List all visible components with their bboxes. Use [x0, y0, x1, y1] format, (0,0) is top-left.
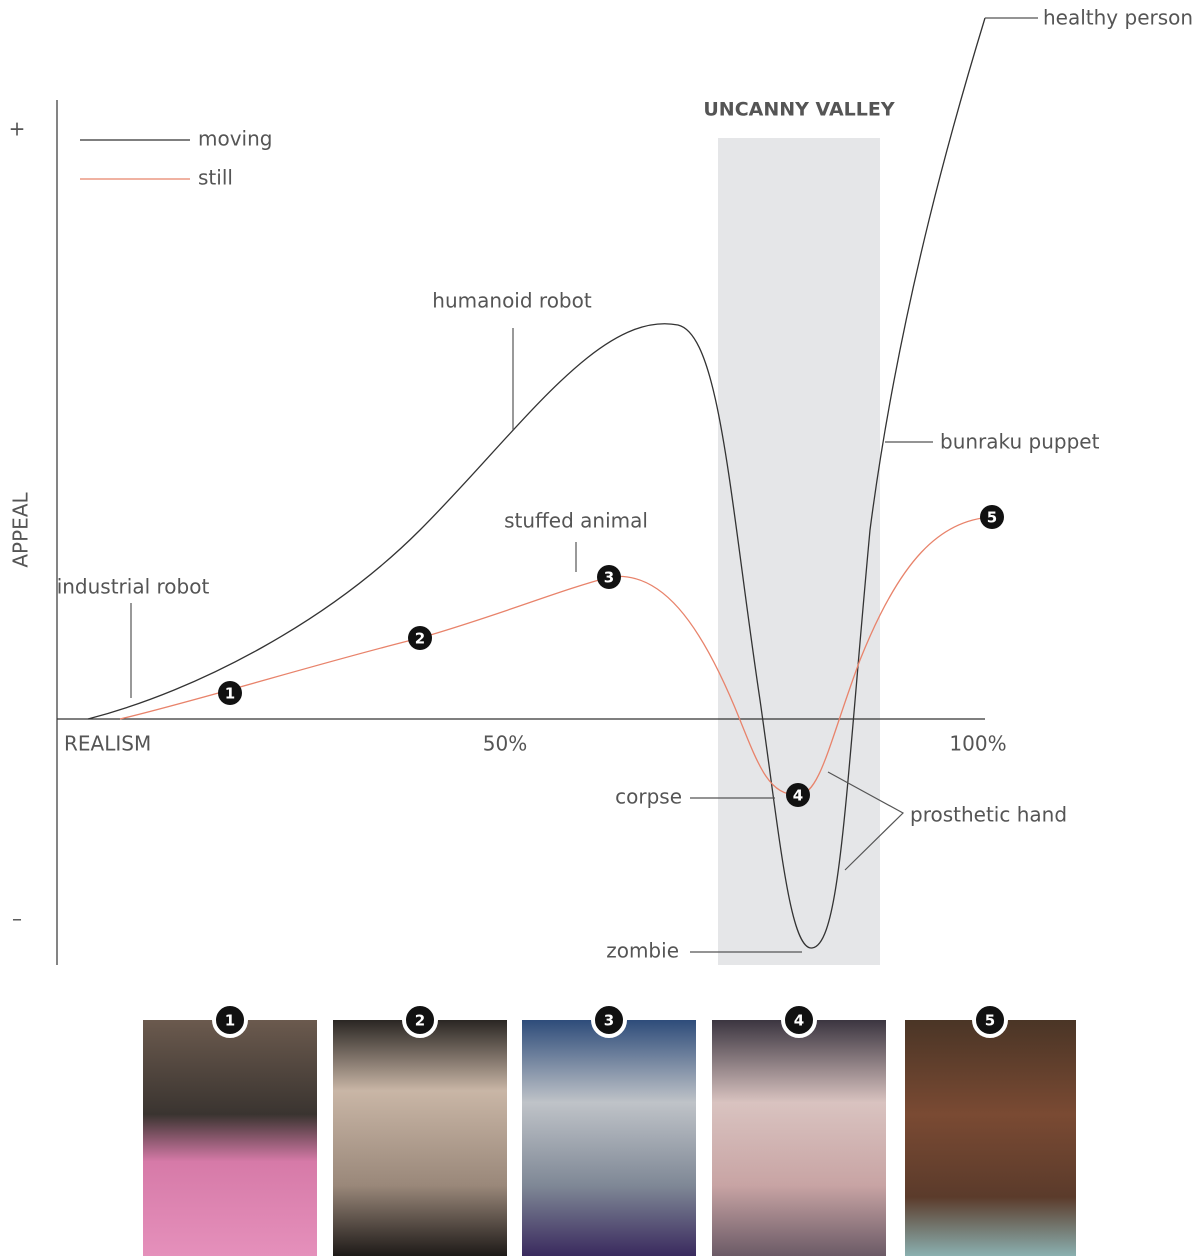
- region-label: UNCANNY VALLEY: [703, 99, 894, 121]
- photo: [333, 1020, 507, 1256]
- annotation: corpse: [615, 785, 682, 809]
- photo-badge: 4: [781, 1002, 817, 1038]
- annotation: healthy person: [1043, 6, 1193, 30]
- annotation: zombie: [606, 939, 679, 963]
- photo: [905, 1020, 1076, 1256]
- y-plus: +: [9, 117, 26, 141]
- badge-number: 5: [985, 1012, 995, 1030]
- curve-marker: 4: [786, 783, 810, 807]
- annotation: stuffed animal: [504, 509, 648, 533]
- annotation: prosthetic hand: [910, 803, 1067, 827]
- valley-band: [718, 138, 880, 965]
- marker-number: 5: [987, 509, 997, 527]
- photo-badge: 2: [402, 1002, 438, 1038]
- marker-number: 1: [225, 685, 235, 703]
- moving-curve: [87, 17, 986, 949]
- x-end-label: 100%: [949, 732, 1006, 756]
- annotation: humanoid robot: [432, 289, 592, 313]
- marker-number: 2: [415, 630, 425, 648]
- annotation: bunraku puppet: [940, 430, 1100, 454]
- badge-number: 3: [604, 1012, 614, 1030]
- badge-number: 4: [794, 1012, 804, 1030]
- curve-marker: 1: [218, 681, 242, 705]
- curve-marker: 2: [408, 626, 432, 650]
- photo: [522, 1020, 696, 1256]
- photo: [712, 1020, 886, 1256]
- x-mid-label: 50%: [483, 732, 527, 756]
- y-axis-label: APPEAL: [9, 492, 33, 568]
- y-minus: –: [12, 907, 22, 931]
- photo-badge: 5: [972, 1002, 1008, 1038]
- curve-marker: 3: [597, 565, 621, 589]
- legend-label: still: [198, 166, 233, 190]
- legend-label: moving: [198, 127, 272, 151]
- photo-badge: 1: [212, 1002, 248, 1038]
- marker-number: 4: [793, 787, 803, 805]
- marker-number: 3: [604, 569, 614, 587]
- photo: [143, 1020, 317, 1256]
- badge-number: 2: [415, 1012, 425, 1030]
- leader-line: [827, 771, 904, 871]
- photo-badge: 3: [591, 1002, 627, 1038]
- still-curve: [119, 516, 993, 796]
- badge-number: 1: [225, 1012, 235, 1030]
- annotation: industrial robot: [57, 575, 210, 599]
- x-start-label: REALISM: [64, 732, 151, 756]
- curve-marker: 5: [980, 505, 1004, 529]
